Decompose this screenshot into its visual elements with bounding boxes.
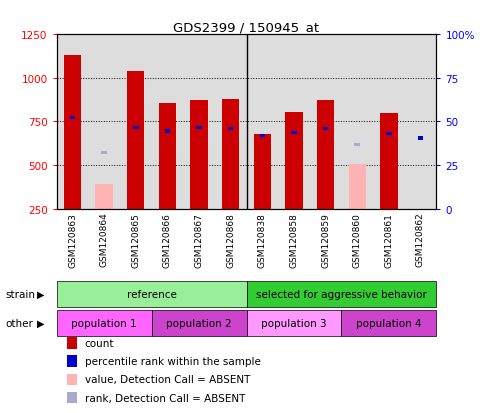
Text: population 2: population 2	[166, 318, 232, 328]
Bar	[70, 117, 75, 120]
Text: population 1: population 1	[71, 318, 137, 328]
Text: percentile rank within the sample: percentile rank within the sample	[85, 356, 261, 366]
Bar	[165, 130, 170, 133]
Text: ▶: ▶	[37, 289, 44, 299]
Bar	[386, 133, 391, 136]
Bar	[246, 281, 436, 307]
Text: population 3: population 3	[261, 318, 327, 328]
Bar	[259, 135, 265, 138]
Bar	[253, 134, 271, 209]
Text: ▶: ▶	[37, 318, 44, 328]
Text: reference: reference	[127, 289, 176, 299]
Bar	[57, 310, 152, 336]
Title: GDS2399 / 150945_at: GDS2399 / 150945_at	[174, 21, 319, 33]
Bar	[152, 310, 246, 336]
Bar	[291, 132, 297, 135]
Bar	[102, 152, 107, 155]
Text: selected for aggressive behavior: selected for aggressive behavior	[256, 289, 427, 299]
Text: strain: strain	[5, 289, 35, 299]
Bar	[323, 128, 328, 131]
Bar	[159, 104, 176, 209]
Bar	[96, 185, 113, 209]
Bar	[349, 165, 366, 209]
Text: rank, Detection Call = ABSENT: rank, Detection Call = ABSENT	[85, 393, 245, 403]
Text: other: other	[5, 318, 33, 328]
Bar	[285, 112, 303, 209]
Bar	[64, 56, 81, 209]
Text: population 4: population 4	[356, 318, 422, 328]
Text: value, Detection Call = ABSENT: value, Detection Call = ABSENT	[85, 375, 250, 385]
Bar	[127, 71, 144, 209]
Bar	[196, 127, 202, 130]
Bar	[354, 143, 360, 146]
Bar	[418, 137, 423, 140]
Bar	[317, 101, 334, 209]
Bar	[246, 310, 341, 336]
Bar	[133, 127, 139, 130]
Bar	[228, 128, 234, 131]
Bar	[341, 310, 436, 336]
Bar	[190, 101, 208, 209]
Bar	[380, 114, 397, 209]
Bar	[222, 100, 240, 209]
Bar	[57, 281, 246, 307]
Text: count: count	[85, 338, 114, 348]
